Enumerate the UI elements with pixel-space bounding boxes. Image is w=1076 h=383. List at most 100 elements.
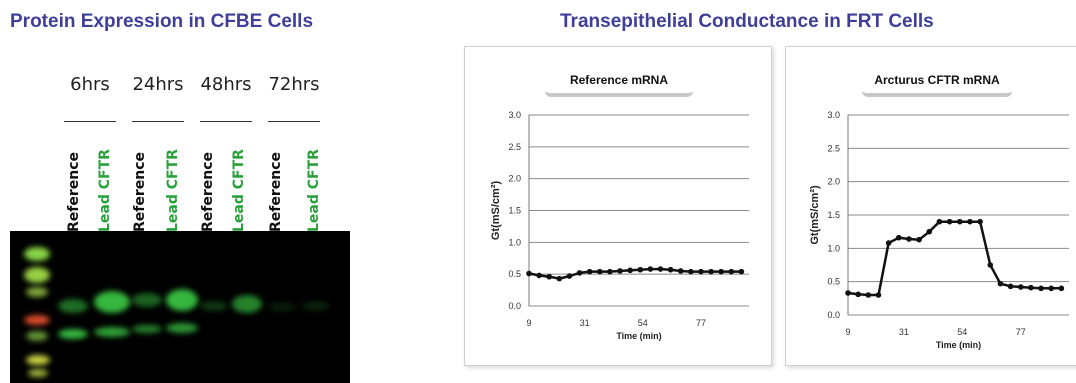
y-tick-label: 0.0 xyxy=(827,310,840,320)
y-tick-label: 3.0 xyxy=(508,110,521,120)
arcturus-chart-title: Arcturus CFTR mRNA xyxy=(862,67,1012,97)
y-tick-label: 2.0 xyxy=(508,174,521,184)
data-point xyxy=(647,266,654,272)
data-point xyxy=(597,268,603,275)
data-point xyxy=(845,290,851,296)
data-point xyxy=(885,240,892,246)
data-point xyxy=(576,270,583,276)
data-point xyxy=(566,273,573,279)
x-tick-label: 9 xyxy=(526,318,531,328)
x-tick-label: 9 xyxy=(845,327,850,337)
data-point xyxy=(875,292,882,298)
data-point xyxy=(1038,285,1044,292)
data-point xyxy=(546,273,553,280)
blot-band xyxy=(26,287,48,297)
y-tick-label: 2.5 xyxy=(508,142,521,152)
lane-label-lead-cftr: Lead CFTR xyxy=(165,149,181,232)
blot-band xyxy=(132,293,162,307)
blot-band xyxy=(302,301,330,311)
data-point xyxy=(536,272,542,279)
time-point-label: 48hrs xyxy=(200,74,252,95)
data-point xyxy=(916,236,922,243)
y-tick-label: 2.0 xyxy=(827,177,840,187)
y-axis-label: Gt(mS/cm²) xyxy=(809,185,821,245)
time-point-underline xyxy=(132,121,184,122)
blot-band xyxy=(94,327,130,337)
x-tick-label: 77 xyxy=(696,318,706,328)
reference-chart-panel: Reference mRNA 0.0 0.5 1.0 1.5 2.0 2.5 3.0 9 31 5… xyxy=(464,46,772,366)
blot-band xyxy=(26,331,48,341)
y-tick-label: 2.5 xyxy=(827,143,840,153)
blot-band xyxy=(24,315,50,325)
lane-label-lead-cftr: Lead CFTR xyxy=(231,149,247,232)
x-tick-label: 31 xyxy=(899,327,909,337)
data-point xyxy=(556,275,563,282)
data-point xyxy=(708,268,714,275)
y-tick-label: 1.5 xyxy=(508,206,521,216)
data-point xyxy=(946,218,953,225)
data-point xyxy=(865,292,872,298)
data-point xyxy=(617,268,623,274)
y-tick-label: 0.5 xyxy=(827,277,840,287)
data-point xyxy=(855,291,861,298)
series-line xyxy=(847,220,1062,297)
western-blot-image xyxy=(10,231,350,383)
arcturus-chart-panel: Arcturus CFTR mRNA 0.0 0.5 1.0 1.5 2.0 2.5 3.0… xyxy=(785,46,1076,366)
data-point xyxy=(526,270,532,277)
x-tick-label: 31 xyxy=(580,318,590,328)
data-point xyxy=(1058,285,1065,292)
data-point xyxy=(1007,283,1014,290)
data-point xyxy=(718,268,724,275)
y-tick-label: 1.5 xyxy=(827,210,840,220)
x-tick-label: 54 xyxy=(638,318,648,328)
x-axis-label: Time (min) xyxy=(936,340,981,350)
blot-band xyxy=(200,301,228,311)
blot-band xyxy=(58,299,88,313)
data-point xyxy=(967,218,973,225)
arcturus-chart-svg: 0.0 0.5 1.0 1.5 2.0 2.5 3.0 9 31 54 77 Time (min) Gt… xyxy=(809,110,1069,350)
y-tick-label: 1.0 xyxy=(827,243,840,253)
data-point xyxy=(607,268,613,275)
data-point xyxy=(977,218,983,225)
blot-band xyxy=(28,369,48,377)
blot-band xyxy=(232,295,262,313)
data-point xyxy=(627,267,633,274)
data-point xyxy=(956,218,963,225)
x-tick-label: 54 xyxy=(957,327,967,337)
data-point xyxy=(688,268,694,275)
lane-label-reference: Reference xyxy=(66,151,82,232)
x-axis-label: Time (min) xyxy=(616,331,661,341)
reference-chart-svg: 0.0 0.5 1.0 1.5 2.0 2.5 3.0 9 31 54 77 Time (min) Gt… xyxy=(490,110,749,341)
blot-band xyxy=(58,329,88,339)
blot-band xyxy=(166,323,198,333)
lane-label-reference: Reference xyxy=(132,151,148,232)
conductance-title: Transepithelial Conductance in FRT Cells xyxy=(560,11,934,32)
blot-band xyxy=(94,291,130,313)
data-point xyxy=(1048,285,1055,292)
data-point xyxy=(1017,284,1024,290)
blot-band xyxy=(268,303,296,311)
lane-label-reference: Reference xyxy=(200,151,216,232)
protein-expression-title: Protein Expression in CFBE Cells xyxy=(10,11,314,32)
reference-chart-title: Reference mRNA xyxy=(545,67,693,97)
y-tick-label: 1.0 xyxy=(508,237,521,247)
data-point xyxy=(896,234,902,241)
y-tick-label: 3.0 xyxy=(827,110,840,120)
data-point xyxy=(657,266,664,272)
time-point-label: 24hrs xyxy=(132,74,184,95)
time-point-label: 6hrs xyxy=(70,74,110,95)
data-point xyxy=(906,236,912,242)
time-point-underline xyxy=(268,121,320,122)
data-point xyxy=(738,268,745,275)
data-point xyxy=(1028,284,1034,291)
lane-label-lead-cftr: Lead CFTR xyxy=(306,149,322,232)
time-point-underline xyxy=(64,121,116,122)
blot-band xyxy=(24,247,50,261)
y-axis-label: Gt(mS/cm²) xyxy=(490,181,502,241)
x-tick-label: 77 xyxy=(1016,327,1026,337)
data-point xyxy=(586,268,593,275)
blot-band xyxy=(132,325,162,333)
data-point xyxy=(677,268,684,274)
time-point-underline xyxy=(200,121,252,122)
data-point xyxy=(698,268,704,275)
